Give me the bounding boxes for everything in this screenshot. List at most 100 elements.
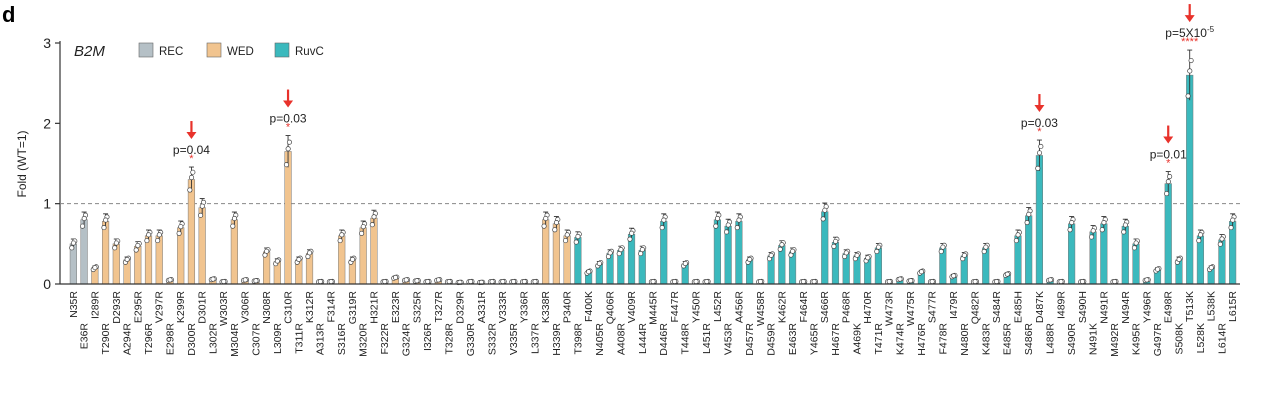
replicate-point xyxy=(103,217,109,223)
replicate-point xyxy=(1038,143,1044,150)
replicate-point xyxy=(1121,229,1127,235)
replicate-point xyxy=(435,277,441,283)
replicate-point xyxy=(382,278,388,285)
bar-D301R xyxy=(198,207,206,285)
replicate-point xyxy=(446,278,452,285)
legend-label-ruvc: RuvC xyxy=(295,46,324,58)
replicate-point xyxy=(543,215,549,221)
replicate-point xyxy=(198,212,204,218)
x-tick-label: L488R xyxy=(1045,323,1057,354)
legend-swatch-ruvc xyxy=(274,42,290,58)
x-tick-label: W475R xyxy=(905,291,917,326)
replicate-point xyxy=(1069,219,1075,226)
replicate-point xyxy=(489,278,495,285)
significance-stars: * xyxy=(1166,158,1171,170)
replicate-point xyxy=(155,238,161,244)
x-tick-label: A294R xyxy=(122,323,134,356)
replicate-point xyxy=(618,247,624,253)
replicate-point xyxy=(1112,278,1118,285)
legend-label-rec: REC xyxy=(159,46,183,58)
replicate-point xyxy=(672,278,678,285)
replicate-point xyxy=(178,224,184,230)
x-tick-label: N35R xyxy=(68,291,80,318)
x-tick-label: A456R xyxy=(733,291,745,324)
x-tick-label: F478R xyxy=(937,323,949,355)
replicate-point xyxy=(1228,225,1234,231)
replicate-point xyxy=(339,232,345,238)
replicate-point xyxy=(779,242,785,248)
replicate-point xyxy=(1122,222,1128,228)
highlight-arrow-head xyxy=(186,132,197,140)
replicate-point xyxy=(1079,278,1086,285)
highlight-arrow-head xyxy=(283,100,294,108)
x-tick-label: Y336R xyxy=(519,291,531,324)
replicate-point xyxy=(541,223,547,229)
replicate-point xyxy=(1144,277,1150,283)
bar-S466R xyxy=(821,211,829,285)
replicate-point xyxy=(573,239,579,245)
x-tick-label: F400K xyxy=(583,291,595,322)
replicate-point xyxy=(92,265,98,271)
replicate-point xyxy=(371,214,377,220)
replicate-point xyxy=(747,256,753,262)
replicate-point xyxy=(69,245,75,251)
x-tick-label: Y496R xyxy=(1141,291,1153,324)
bars xyxy=(69,49,1237,286)
x-tick-label: T398R xyxy=(572,323,584,355)
replicate-point xyxy=(1035,165,1041,171)
bar-N494R xyxy=(1121,225,1129,285)
x-tick-label: L452R xyxy=(712,291,724,322)
replicate-point xyxy=(133,247,139,253)
x-tick-label: H467R xyxy=(830,323,842,356)
x-tick-label: D301R xyxy=(197,291,209,324)
x-tick-label: I289R xyxy=(89,291,101,319)
bar-D487K xyxy=(1035,155,1043,285)
x-tick-label: K312R xyxy=(304,291,316,324)
chart-title: B2M xyxy=(74,43,105,60)
replicate-point xyxy=(414,278,420,284)
replicate-point xyxy=(865,255,871,261)
highlight-arrow-head xyxy=(1163,136,1174,144)
x-tick-label: V335R xyxy=(508,323,520,356)
replicate-point xyxy=(349,256,356,262)
replicate-point xyxy=(725,222,731,228)
replicate-point xyxy=(1047,277,1053,283)
replicate-point xyxy=(135,242,141,249)
bar-M320R xyxy=(359,227,367,285)
replicate-point xyxy=(317,278,323,285)
replicate-point xyxy=(1155,266,1161,272)
x-tick-label: N405R xyxy=(594,323,606,356)
replicate-point xyxy=(242,277,248,283)
x-tick-label: E498R xyxy=(1163,291,1175,324)
replicate-point xyxy=(1036,150,1043,156)
x-tick-label: E323R xyxy=(390,291,402,324)
bar-E36R xyxy=(80,219,88,285)
x-tick-label: S486R xyxy=(1023,323,1035,356)
replicate-point xyxy=(1088,234,1095,240)
replicate-point xyxy=(682,260,688,267)
replicate-point xyxy=(994,278,1000,285)
replicate-point xyxy=(811,278,817,285)
x-tick-label: E36R xyxy=(79,323,91,350)
x-tick-label: E295R xyxy=(132,291,144,324)
x-tick-label: N480R xyxy=(959,323,971,356)
bar-T513K xyxy=(1186,74,1194,285)
replicate-point xyxy=(1133,240,1139,246)
x-tick-label: T290R xyxy=(100,323,112,355)
replicate-point xyxy=(70,240,77,246)
replicate-point xyxy=(961,252,967,258)
x-tick-label: V333R xyxy=(497,291,509,324)
replicate-point xyxy=(264,248,270,254)
x-tick-label: H321R xyxy=(368,291,380,324)
replicate-point xyxy=(283,162,289,168)
bar-M304R xyxy=(230,219,238,285)
replicate-point xyxy=(564,232,570,238)
replicate-point xyxy=(124,256,130,262)
x-tick-label: K483R xyxy=(980,323,992,356)
x-tick-label: E485R xyxy=(1002,323,1014,356)
replicate-point xyxy=(659,225,665,231)
x-tick-label: S466R xyxy=(819,291,831,324)
x-tick-label: G497R xyxy=(1152,323,1164,357)
replicate-point xyxy=(820,216,826,222)
